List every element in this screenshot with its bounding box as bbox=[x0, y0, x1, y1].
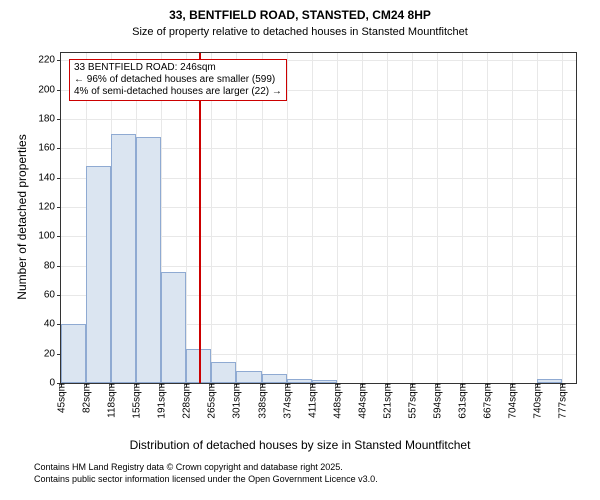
xtick-label: 667sqm bbox=[481, 383, 494, 419]
gridline-v bbox=[287, 53, 288, 383]
ytick-label: 220 bbox=[38, 55, 61, 66]
ytick-label: 180 bbox=[38, 114, 61, 125]
xtick-label: 594sqm bbox=[430, 383, 443, 419]
xtick-label: 118sqm bbox=[105, 383, 118, 418]
property-marker-line bbox=[199, 53, 201, 383]
xtick-label: 338sqm bbox=[255, 383, 268, 419]
histogram-bar bbox=[211, 362, 236, 383]
xtick-label: 155sqm bbox=[130, 383, 143, 419]
xtick-label: 777sqm bbox=[556, 383, 569, 419]
gridline-v bbox=[537, 53, 538, 383]
ytick-label: 100 bbox=[38, 231, 61, 242]
ytick-label: 140 bbox=[38, 172, 61, 183]
xtick-label: 484sqm bbox=[355, 383, 368, 419]
histogram-bar bbox=[111, 134, 136, 383]
xtick-label: 521sqm bbox=[380, 383, 393, 419]
histogram-bar bbox=[136, 137, 161, 383]
gridline-v bbox=[487, 53, 488, 383]
histogram-bar bbox=[262, 374, 287, 383]
xtick-label: 411sqm bbox=[305, 383, 318, 418]
gridline-v bbox=[512, 53, 513, 383]
chart-subtitle: Size of property relative to detached ho… bbox=[0, 26, 600, 38]
ytick-label: 120 bbox=[38, 202, 61, 213]
ytick-label: 40 bbox=[44, 319, 61, 330]
xtick-label: 191sqm bbox=[155, 383, 168, 419]
credits-line-2: Contains public sector information licen… bbox=[34, 474, 378, 486]
credits: Contains HM Land Registry data © Crown c… bbox=[34, 462, 378, 485]
plot-area: 02040608010012014016018020022045sqm82sqm… bbox=[60, 52, 577, 384]
xtick-label: 45sqm bbox=[55, 383, 68, 413]
ytick-label: 160 bbox=[38, 143, 61, 154]
gridline-v bbox=[262, 53, 263, 383]
xtick-label: 301sqm bbox=[230, 383, 243, 419]
annotation-line-1: 33 BENTFIELD ROAD: 246sqm bbox=[74, 62, 282, 74]
chart-title: 33, BENTFIELD ROAD, STANSTED, CM24 8HP bbox=[0, 8, 600, 22]
gridline-v bbox=[186, 53, 187, 383]
histogram-bar bbox=[287, 379, 312, 383]
ytick-label: 200 bbox=[38, 84, 61, 95]
gridline-v bbox=[562, 53, 563, 383]
gridline-v bbox=[362, 53, 363, 383]
gridline-v bbox=[236, 53, 237, 383]
histogram-bar bbox=[61, 324, 86, 383]
xtick-label: 557sqm bbox=[405, 383, 418, 419]
property-size-chart: 33, BENTFIELD ROAD, STANSTED, CM24 8HP S… bbox=[0, 0, 600, 500]
histogram-bar bbox=[161, 272, 186, 383]
x-axis-label: Distribution of detached houses by size … bbox=[0, 438, 600, 452]
gridline-v bbox=[462, 53, 463, 383]
xtick-label: 374sqm bbox=[280, 383, 293, 419]
gridline-v bbox=[437, 53, 438, 383]
histogram-bar bbox=[537, 379, 562, 383]
xtick-label: 228sqm bbox=[180, 383, 193, 419]
gridline-h bbox=[61, 119, 576, 120]
ytick-label: 80 bbox=[44, 260, 61, 271]
xtick-label: 82sqm bbox=[80, 383, 93, 413]
annotation-box: 33 BENTFIELD ROAD: 246sqm← 96% of detach… bbox=[69, 59, 287, 101]
xtick-label: 631sqm bbox=[456, 383, 469, 419]
histogram-bar bbox=[86, 166, 111, 383]
histogram-bar bbox=[236, 371, 261, 383]
ytick-label: 60 bbox=[44, 290, 61, 301]
gridline-v bbox=[387, 53, 388, 383]
xtick-label: 704sqm bbox=[506, 383, 519, 419]
y-axis-label: Number of detached properties bbox=[15, 117, 29, 317]
gridline-v bbox=[211, 53, 212, 383]
xtick-label: 448sqm bbox=[330, 383, 343, 419]
histogram-bar bbox=[312, 380, 337, 383]
gridline-v bbox=[412, 53, 413, 383]
gridline-v bbox=[337, 53, 338, 383]
annotation-line-2: ← 96% of detached houses are smaller (59… bbox=[74, 74, 282, 86]
gridline-v bbox=[312, 53, 313, 383]
xtick-label: 740sqm bbox=[531, 383, 544, 419]
credits-line-1: Contains HM Land Registry data © Crown c… bbox=[34, 462, 378, 474]
ytick-label: 20 bbox=[44, 348, 61, 359]
annotation-line-3: 4% of semi-detached houses are larger (2… bbox=[74, 86, 282, 98]
xtick-label: 265sqm bbox=[205, 383, 218, 419]
